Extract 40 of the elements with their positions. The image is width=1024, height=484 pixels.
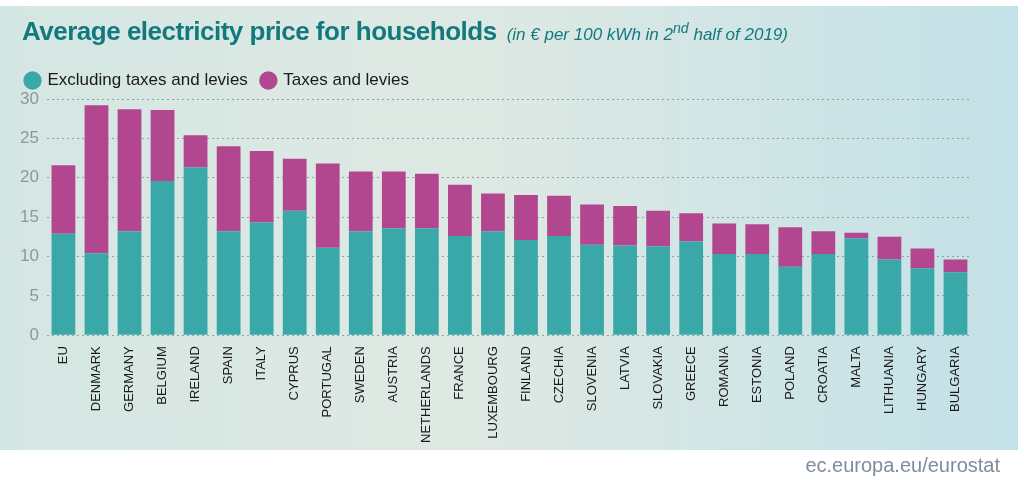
chart-subtitle: (in € per 100 kWh in 2$^{nd}$ half of 2019) [506,20,788,44]
x-tick-label: LITHUANIA [880,345,896,415]
x-tick-label: MALTA [847,345,863,388]
x-tick-label: FINLAND [517,346,533,402]
x-tick-label: CYPRUS [286,345,302,401]
x-tick-label: DENMARK [88,345,104,412]
x-tick-label: ESTONIA [748,345,764,404]
y-tick-label: 5 [29,285,39,305]
x-tick-label: GREECE [682,345,698,402]
x-tick-label: PORTUGAL [319,346,335,418]
x-tick-label: SLOVAKIA [649,345,665,410]
y-tick-label: 20 [19,167,39,187]
x-tick-label: EU [55,346,71,365]
legend-label: Excluding taxes and levies [47,70,248,90]
y-tick-label: 25 [19,128,39,148]
legend-label: Taxes and levies [283,70,410,90]
x-tick-label: SPAIN [220,346,236,385]
x-tick-label: LATVIA [616,345,632,391]
x-tick-label: SWEDEN [352,346,368,404]
x-tick-label: CZECHIA [550,345,566,404]
x-tick-label: BULGARIA [947,345,963,412]
y-tick-label: 15 [19,206,39,226]
x-tick-label: IRELAND [187,346,203,403]
x-tick-label: GERMANY [121,345,137,412]
x-tick-label: LUXEMBOURG [484,346,500,439]
y-tick-label: 0 [29,324,39,344]
x-tick-label: NETHERLANDS [418,345,434,443]
x-tick-label: BELGIUM [154,346,170,405]
y-tick-label: 30 [19,88,39,108]
x-tick-label: POLAND [781,346,797,400]
x-tick-label: FRANCE [451,345,467,400]
x-tick-label: ITALY [253,345,269,381]
x-tick-label: AUSTRIA [385,345,401,403]
y-tick-label: 10 [19,246,39,266]
text: ec.europa.eu/eurostat [805,454,1000,477]
x-tick-label: ROMANIA [715,345,731,407]
chart-title: Average electricity price for households [22,16,497,46]
x-tick-label: CROATIA [814,345,830,404]
x-tick-label: HUNGARY [914,345,930,411]
x-tick-label: SLOVENIA [583,345,599,412]
